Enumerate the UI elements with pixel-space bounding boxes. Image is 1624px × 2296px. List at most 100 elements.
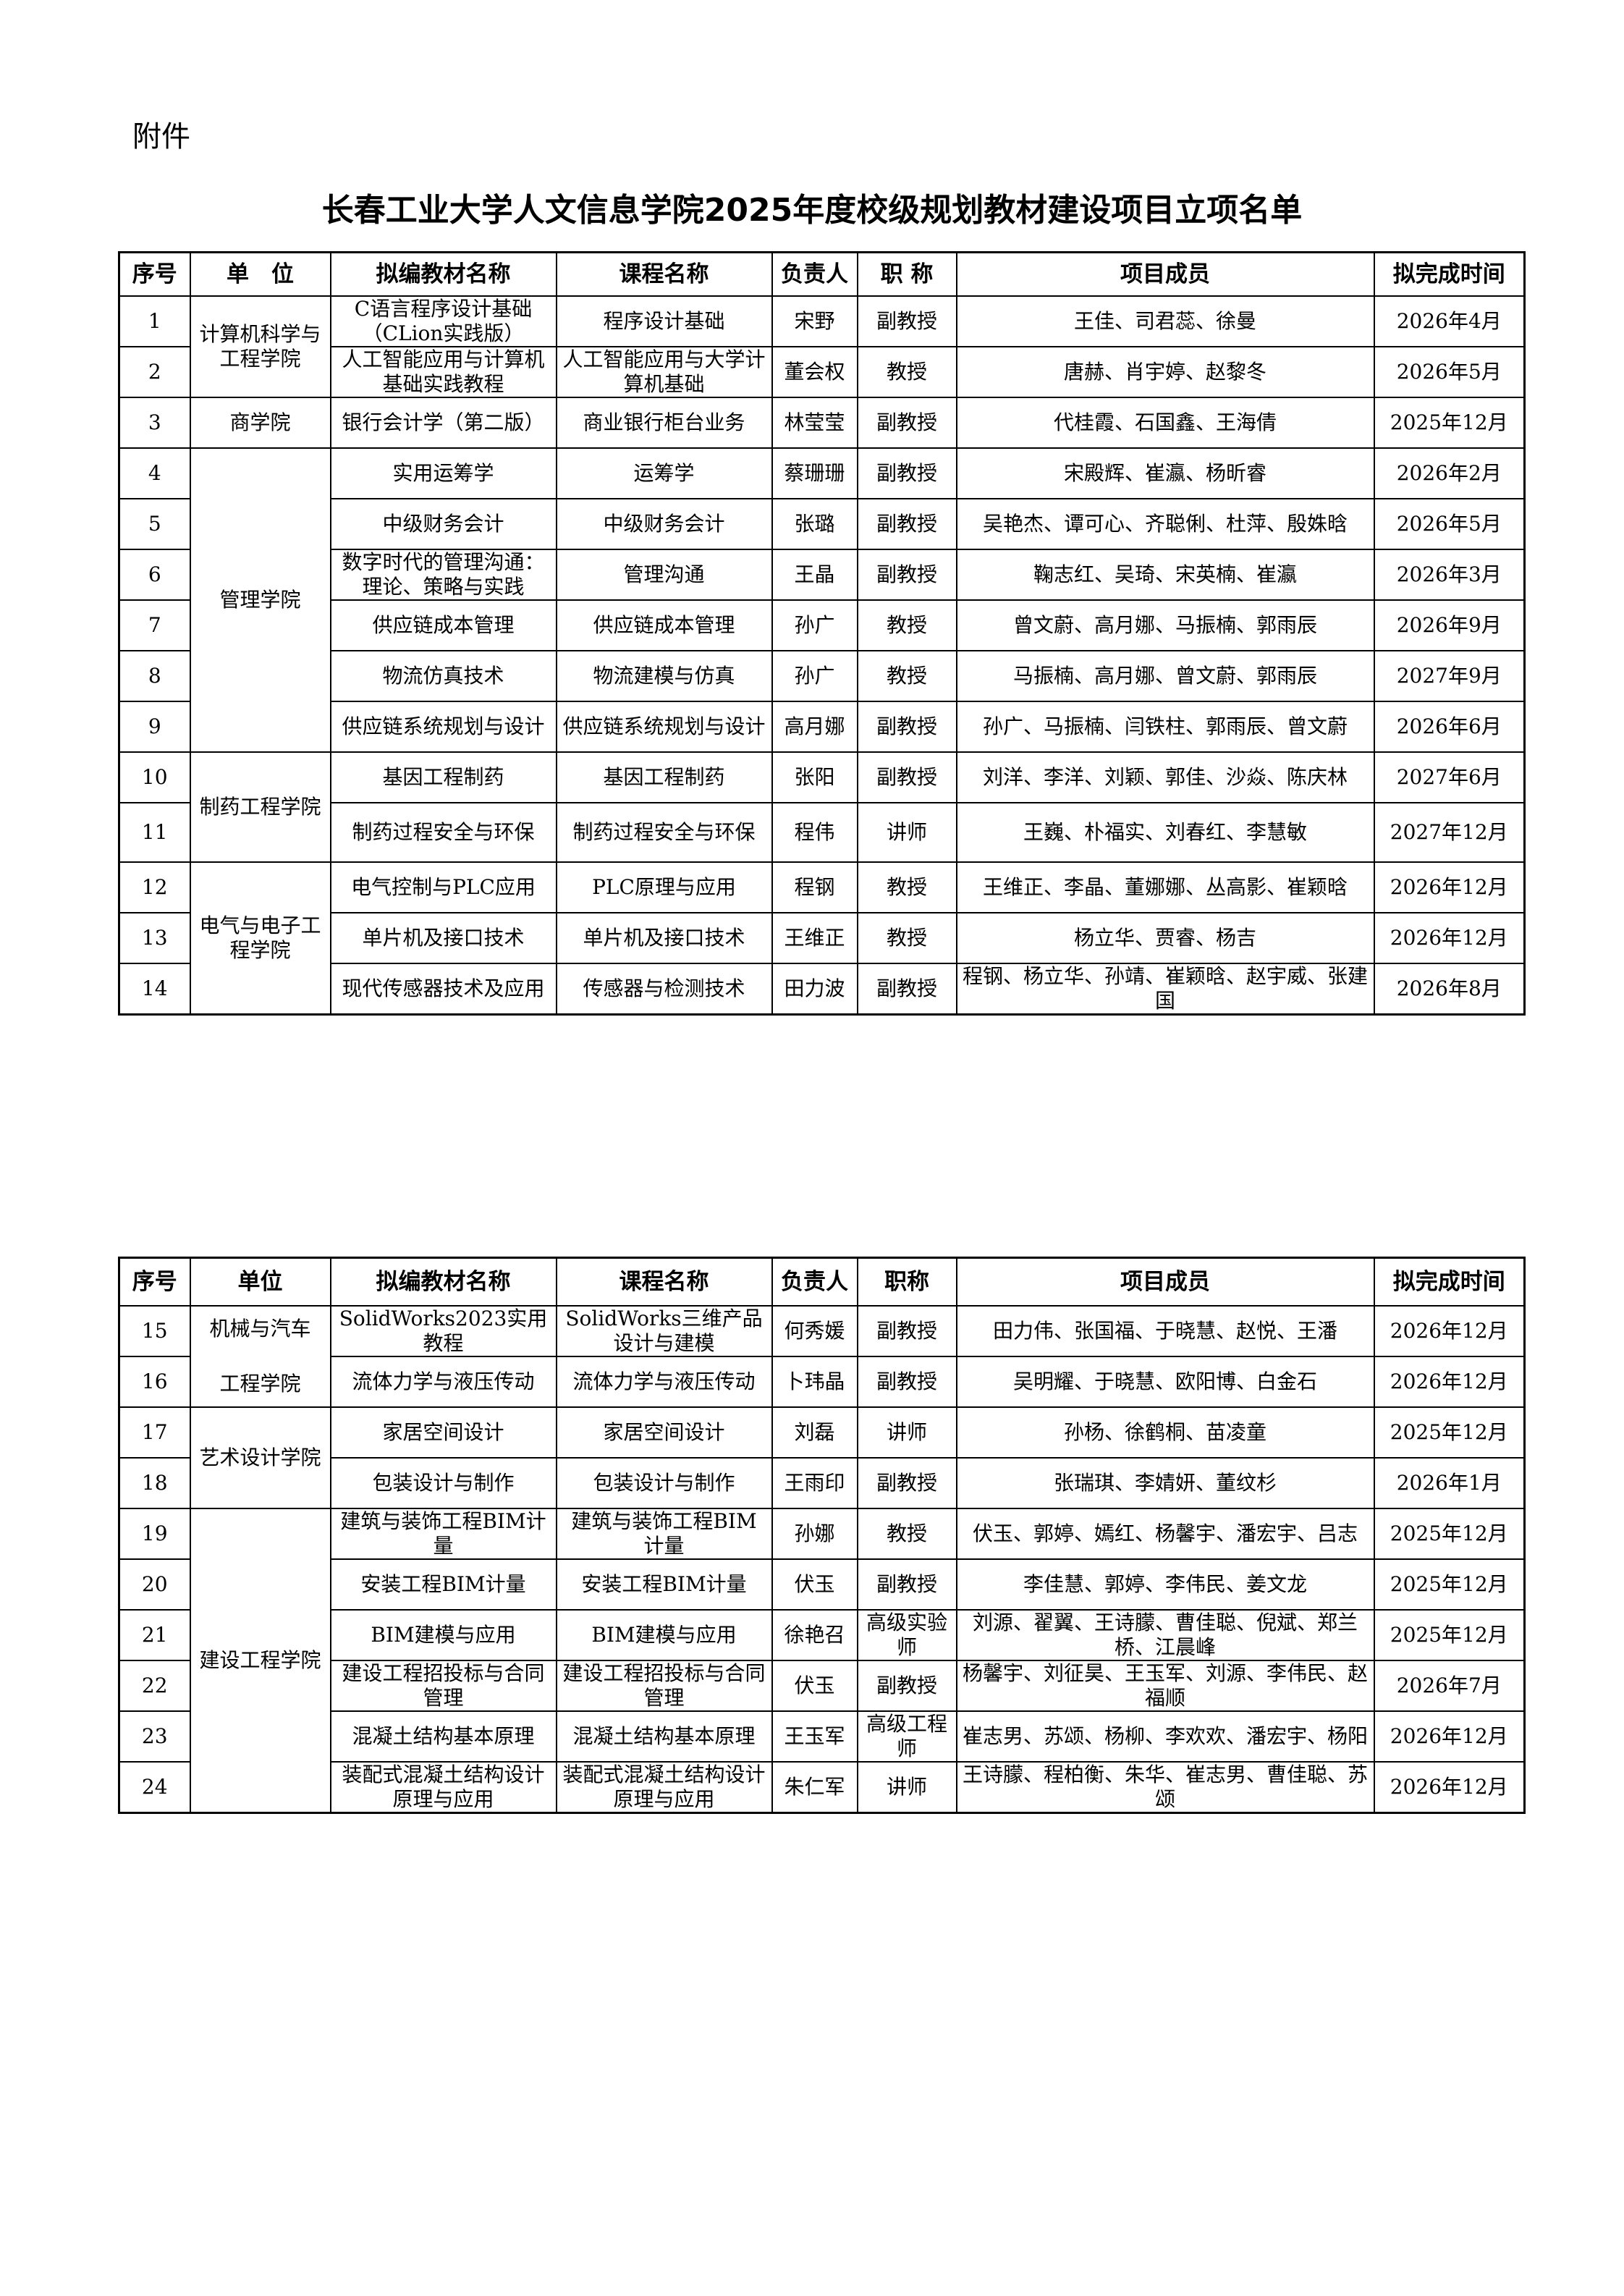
- cell-lead: 蔡珊珊: [771, 447, 858, 499]
- cell-lead: 张阳: [771, 751, 858, 803]
- cell-title: 讲师: [856, 1406, 957, 1459]
- cell-members: 马振楠、高月娜、曾文蔚、郭雨辰: [955, 650, 1375, 702]
- header-index: 序号: [118, 1257, 191, 1307]
- cell-index: 7: [118, 599, 191, 651]
- cell-course-name: 程序设计基础: [555, 295, 773, 347]
- header-members: 项目成员: [955, 1257, 1375, 1307]
- cell-lead: 程钢: [771, 861, 858, 913]
- header-course-name: 课程名称: [555, 1257, 773, 1307]
- cell-title: 教授: [856, 650, 957, 702]
- cell-members: 吴艳杰、谭可心、齐聪俐、杜萍、殷姝晗: [955, 498, 1375, 550]
- cell-index: 12: [118, 861, 191, 913]
- cell-lead: 程伟: [771, 802, 858, 863]
- cell-lead: 高月娜: [771, 701, 858, 753]
- cell-index: 10: [118, 751, 191, 803]
- cell-course-name: 安装工程BIM计量: [555, 1558, 773, 1611]
- header-completion-date: 拟完成时间: [1373, 1257, 1526, 1307]
- header-members: 项目成员: [955, 251, 1375, 297]
- cell-textbook-name: 制药过程安全与环保: [329, 802, 557, 863]
- cell-members: 王诗朦、程柏衡、朱华、崔志男、曹佳聪、苏颂: [955, 1761, 1375, 1814]
- table-row: 22 建设工程招投标与合同管理 建设工程招投标与合同管理 伏玉 副教授 杨馨宇、刘征昊、王…: [118, 1660, 1526, 1712]
- table-row: 19 建设工程学院 建筑与装饰工程BIM计量 建筑与装饰工程BIM计量 孙娜 教授 伏玉、郭…: [118, 1508, 1526, 1814]
- cell-unit: 电气与电子工程学院: [189, 861, 331, 1016]
- cell-course-name: 中级财务会计: [555, 498, 773, 550]
- cell-textbook-name: 单片机及接口技术: [329, 912, 557, 964]
- header-lead: 负责人: [771, 251, 858, 297]
- cell-lead: 王玉军: [771, 1710, 858, 1763]
- cell-members: 宋殿辉、崔瀛、杨昕睿: [955, 447, 1375, 499]
- header-unit: 单 位: [189, 251, 331, 297]
- cell-textbook-name: 建筑与装饰工程BIM计量: [329, 1508, 557, 1560]
- cell-textbook-name: 供应链系统规划与设计: [329, 701, 557, 753]
- cell-members: 孙杨、徐鹤桐、苗凌童: [955, 1406, 1375, 1459]
- header-course-name: 课程名称: [555, 251, 773, 297]
- cell-textbook-name: 物流仿真技术: [329, 650, 557, 702]
- cell-textbook-name: 人工智能应用与计算机基础实践教程: [329, 346, 557, 398]
- cell-lead: 宋野: [771, 295, 858, 347]
- cell-completion-date: 2026年3月: [1373, 549, 1526, 601]
- cell-members: 程钢、杨立华、孙靖、崔颖晗、赵宇威、张建国: [955, 963, 1375, 1016]
- cell-title: 副教授: [856, 1660, 957, 1712]
- cell-members: 王巍、朴福实、刘春红、李慧敏: [955, 802, 1375, 863]
- cell-completion-date: 2026年4月: [1373, 295, 1526, 347]
- cell-index: 6: [118, 549, 191, 601]
- cell-lead: 何秀媛: [771, 1305, 858, 1357]
- header-row: 序号单 位拟编教材名称 课程名称 负责人职 称项目成员 拟完成时间: [118, 251, 1526, 297]
- cell-unit: 管理学院: [189, 447, 331, 753]
- cell-completion-date: 2026年12月: [1373, 861, 1526, 913]
- table-row: 2 人工智能应用与计算机基础实践教程 人工智能应用与大学计算机基础 董会权 教授 唐赫、肖…: [118, 346, 1526, 398]
- cell-course-name: 人工智能应用与大学计算机基础: [555, 346, 773, 398]
- cell-members: 刘源、翟翼、王诗朦、曹佳聪、倪斌、郑兰桥、江晨峰: [955, 1609, 1375, 1661]
- cell-title: 教授: [856, 1508, 957, 1560]
- cell-index: 11: [118, 802, 191, 863]
- cell-members: 曾文蔚、高月娜、马振楠、郭雨辰: [955, 599, 1375, 651]
- cell-title: 教授: [856, 912, 957, 964]
- cell-unit: 制药工程学院: [189, 751, 331, 863]
- table-row: 3 商学院 银行会计学（第二版） 商业银行柜台业务 林莹莹 副教授 代桂霞、石国鑫、王海倩 2…: [118, 397, 1526, 449]
- cell-members: 鞠志红、吴琦、宋英楠、崔瀛: [955, 549, 1375, 601]
- header-completion-date: 拟完成时间: [1373, 251, 1526, 297]
- cell-members: 伏玉、郭婷、嫣红、杨馨宇、潘宏宇、吕志: [955, 1508, 1375, 1560]
- header-title: 职称: [856, 1257, 957, 1307]
- project-table-1: 序号单 位拟编教材名称 课程名称 负责人职 称项目成员 拟完成时间 1 计算机科学与工程…: [118, 251, 1526, 1016]
- cell-lead: 伏玉: [771, 1660, 858, 1712]
- cell-textbook-name: 中级财务会计: [329, 498, 557, 550]
- cell-unit: 艺术设计学院: [189, 1406, 331, 1509]
- cell-course-name: 混凝土结构基本原理: [555, 1710, 773, 1763]
- cell-lead: 王维正: [771, 912, 858, 964]
- cell-title: 副教授: [856, 549, 957, 601]
- cell-textbook-name: 数字时代的管理沟通：理论、策略与实践: [329, 549, 557, 601]
- cell-members: 唐赫、肖宇婷、赵黎冬: [955, 346, 1375, 398]
- cell-title: 副教授: [856, 1558, 957, 1611]
- cell-lead: 朱仁军: [771, 1761, 858, 1814]
- cell-title: 高级工程师: [856, 1710, 957, 1763]
- cell-textbook-name: 现代传感器技术及应用: [329, 963, 557, 1016]
- cell-unit: 商学院: [189, 397, 331, 449]
- cell-course-name: 家居空间设计: [555, 1406, 773, 1459]
- header-title: 职 称: [856, 251, 957, 297]
- cell-course-name: 建筑与装饰工程BIM计量: [555, 1508, 773, 1560]
- cell-textbook-name: 建设工程招投标与合同管理: [329, 1660, 557, 1712]
- table-row: 10 制药工程学院 基因工程制药 基因工程制药 张阳 副教授 刘洋、李洋、刘颖、郭佳、沙焱、…: [118, 751, 1526, 863]
- table-row: 8 物流仿真技术 物流建模与仿真 孙广 教授 马振楠、高月娜、曾文蔚、郭雨辰 2027年9月: [118, 650, 1526, 702]
- table-row: 11 制药过程安全与环保 制药过程安全与环保 程伟 讲师 王巍、朴福实、刘春红、李慧敏 20…: [118, 802, 1526, 863]
- cell-course-name: 流体力学与液压传动: [555, 1356, 773, 1408]
- cell-unit: 机械与汽车 工程学院: [189, 1305, 331, 1408]
- cell-members: 李佳慧、郭婷、李伟民、姜文龙: [955, 1558, 1375, 1611]
- cell-completion-date: 2026年12月: [1373, 1305, 1526, 1357]
- cell-textbook-name: 装配式混凝土结构设计原理与应用: [329, 1761, 557, 1814]
- cell-title: 副教授: [856, 1356, 957, 1408]
- unit-line: 工程学院: [219, 1372, 301, 1396]
- cell-completion-date: 2026年5月: [1373, 498, 1526, 550]
- cell-members: 刘洋、李洋、刘颖、郭佳、沙焱、陈庆林: [955, 751, 1375, 803]
- cell-lead: 林莹莹: [771, 397, 858, 449]
- cell-lead: 伏玉: [771, 1558, 858, 1611]
- table-row: 13 单片机及接口技术 单片机及接口技术 王维正 教授 杨立华、贾睿、杨吉 2026年12月: [118, 912, 1526, 964]
- cell-index: 9: [118, 701, 191, 753]
- cell-course-name: 装配式混凝土结构设计原理与应用: [555, 1761, 773, 1814]
- cell-completion-date: 2025年12月: [1373, 1609, 1526, 1661]
- cell-course-name: 供应链系统规划与设计: [555, 701, 773, 753]
- cell-unit: 建设工程学院: [189, 1508, 331, 1814]
- cell-title: 教授: [856, 599, 957, 651]
- table-row: 9 供应链系统规划与设计 供应链系统规划与设计 高月娜 副教授 孙广、马振楠、闫铁柱、郭雨…: [118, 701, 1526, 753]
